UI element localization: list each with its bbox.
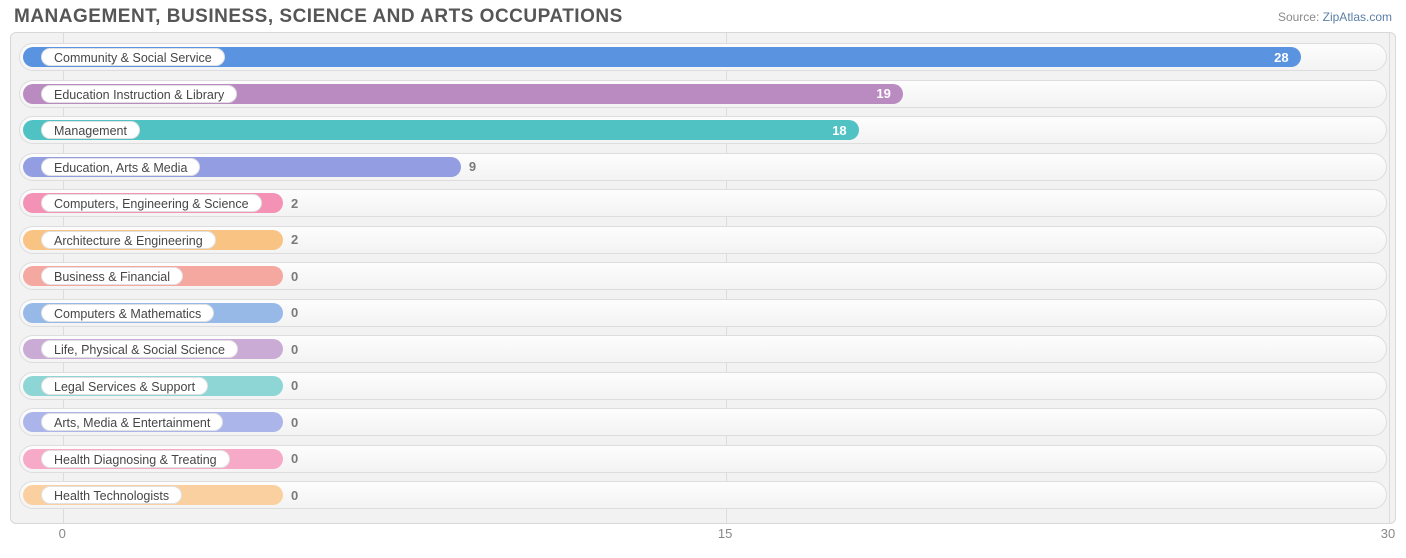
bar-category-label: Legal Services & Support: [41, 377, 208, 395]
bar-row: Business & Financial 0: [19, 262, 1387, 290]
bar-row: Education Instruction & Library19: [19, 80, 1387, 108]
bar-value-label: 0: [283, 299, 298, 327]
bar-category-label: Life, Physical & Social Science: [41, 340, 238, 358]
bar-value-label: 2: [283, 226, 298, 254]
gridline: [1389, 33, 1390, 523]
header: MANAGEMENT, BUSINESS, SCIENCE AND ARTS O…: [0, 0, 1406, 32]
bar-category-label: Business & Financial: [41, 267, 183, 285]
bar-row: Computers & Mathematics 0: [19, 299, 1387, 327]
bar-value-label: 2: [283, 189, 298, 217]
bar-row: Health Diagnosing & Treating 0: [19, 445, 1387, 473]
bar-row: Management18: [19, 116, 1387, 144]
bar-category-label: Computers & Mathematics: [41, 304, 214, 322]
bar-category-label: Education, Arts & Media: [41, 158, 200, 176]
chart-plot-area: Community & Social Service28 Education In…: [10, 32, 1396, 524]
bar-value-label: 19: [19, 80, 903, 108]
bar-category-label: Arts, Media & Entertainment: [41, 413, 223, 431]
bar-row: Legal Services & Support 0: [19, 372, 1387, 400]
source-link[interactable]: ZipAtlas.com: [1323, 10, 1392, 24]
bar-row: Life, Physical & Social Science 0: [19, 335, 1387, 363]
bar-row: Health Technologists 0: [19, 481, 1387, 509]
bar-value-label: 18: [19, 116, 859, 144]
bar-category-label: Health Technologists: [41, 486, 182, 504]
bar-row: Architecture & Engineering 2: [19, 226, 1387, 254]
bar-value-label: 0: [283, 481, 298, 509]
x-axis-tick-label: 30: [1381, 526, 1395, 541]
chart-title: MANAGEMENT, BUSINESS, SCIENCE AND ARTS O…: [14, 6, 623, 28]
bar-value-label: 0: [283, 408, 298, 436]
source-prefix: Source:: [1278, 10, 1323, 24]
bar-value-label: 0: [283, 262, 298, 290]
bar-value-label: 0: [283, 335, 298, 363]
x-axis-tick-label: 15: [718, 526, 732, 541]
bar-value-label: 9: [461, 153, 476, 181]
x-axis: 0 15 30: [10, 526, 1396, 548]
source-attribution: Source: ZipAtlas.com: [1278, 6, 1392, 24]
bar-row: Computers, Engineering & Science 2: [19, 189, 1387, 217]
bar-value-label: 0: [283, 372, 298, 400]
bar-row: Arts, Media & Entertainment 0: [19, 408, 1387, 436]
x-axis-tick-label: 0: [59, 526, 66, 541]
bar-category-label: Health Diagnosing & Treating: [41, 450, 230, 468]
chart-container: MANAGEMENT, BUSINESS, SCIENCE AND ARTS O…: [0, 0, 1406, 558]
bar-row: Community & Social Service28: [19, 43, 1387, 71]
bar-category-label: Architecture & Engineering: [41, 231, 216, 249]
bar-row: Education, Arts & Media 9: [19, 153, 1387, 181]
bar-value-label: 0: [283, 445, 298, 473]
bar-category-label: Computers, Engineering & Science: [41, 194, 262, 212]
bar-value-label: 28: [19, 43, 1301, 71]
